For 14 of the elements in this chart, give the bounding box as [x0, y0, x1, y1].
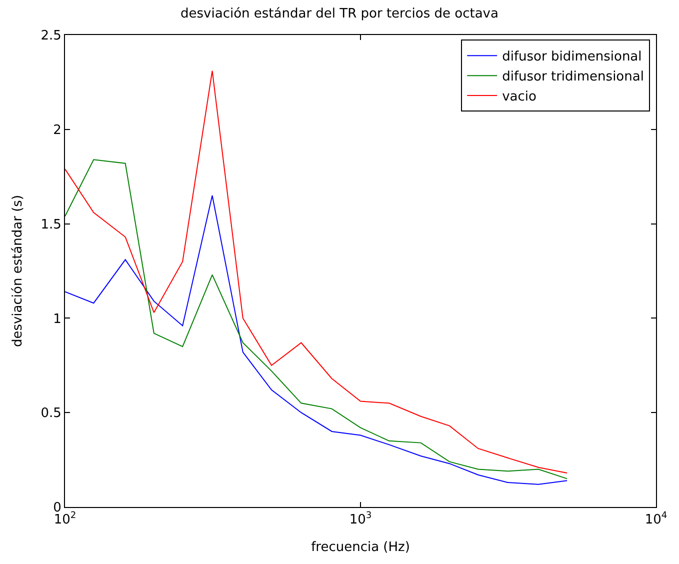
y-axis-title: desviación estándar (s): [10, 194, 26, 348]
y-tick-label: 1: [53, 312, 62, 327]
legend-label: vacio: [502, 90, 537, 105]
x-tick-label: 10$^{4}$: [644, 511, 668, 528]
x-tick-label: 10$^{3}$: [349, 511, 372, 528]
y-tick-label: 2.5: [40, 28, 62, 44]
x-tick-label: 10$^{2}$: [54, 511, 76, 528]
chart-title: desviación estándar del TR por tercios de octava: [180, 6, 498, 22]
y-tick-label: 1.5: [40, 217, 62, 232]
legend-label: difusor tridimensional: [502, 70, 644, 85]
y-tick-label: 2: [53, 122, 62, 138]
x-axis-title: frecuencia (Hz): [311, 540, 410, 556]
legend-label: difusor bidimensional: [502, 50, 642, 65]
y-tick-label: 0.5: [40, 406, 62, 422]
